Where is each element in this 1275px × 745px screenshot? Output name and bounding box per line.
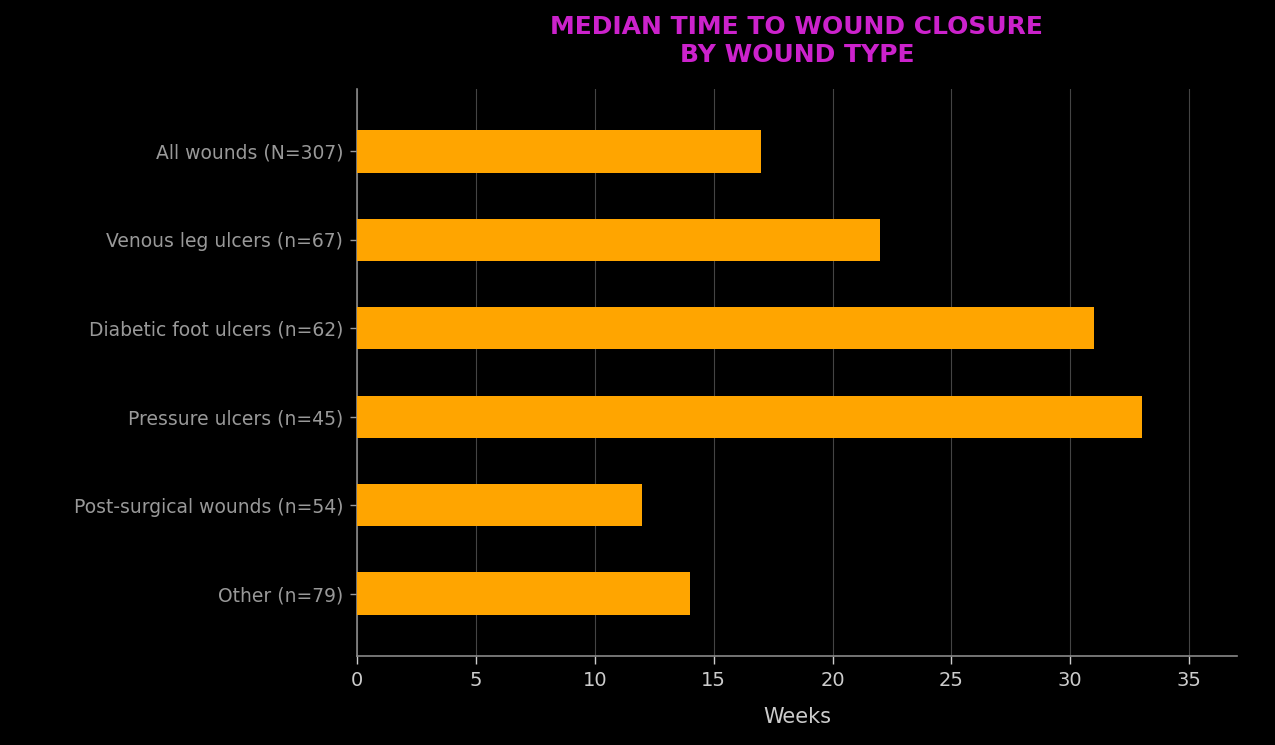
Bar [357,307,1094,349]
X-axis label: Weeks: Weeks [762,706,831,726]
Bar [357,218,880,261]
Bar [357,130,761,173]
Bar [357,572,690,615]
Bar [357,396,1141,438]
Bar [357,484,643,527]
Title: MEDIAN TIME TO WOUND CLOSURE
BY WOUND TYPE: MEDIAN TIME TO WOUND CLOSURE BY WOUND TY… [551,15,1043,66]
